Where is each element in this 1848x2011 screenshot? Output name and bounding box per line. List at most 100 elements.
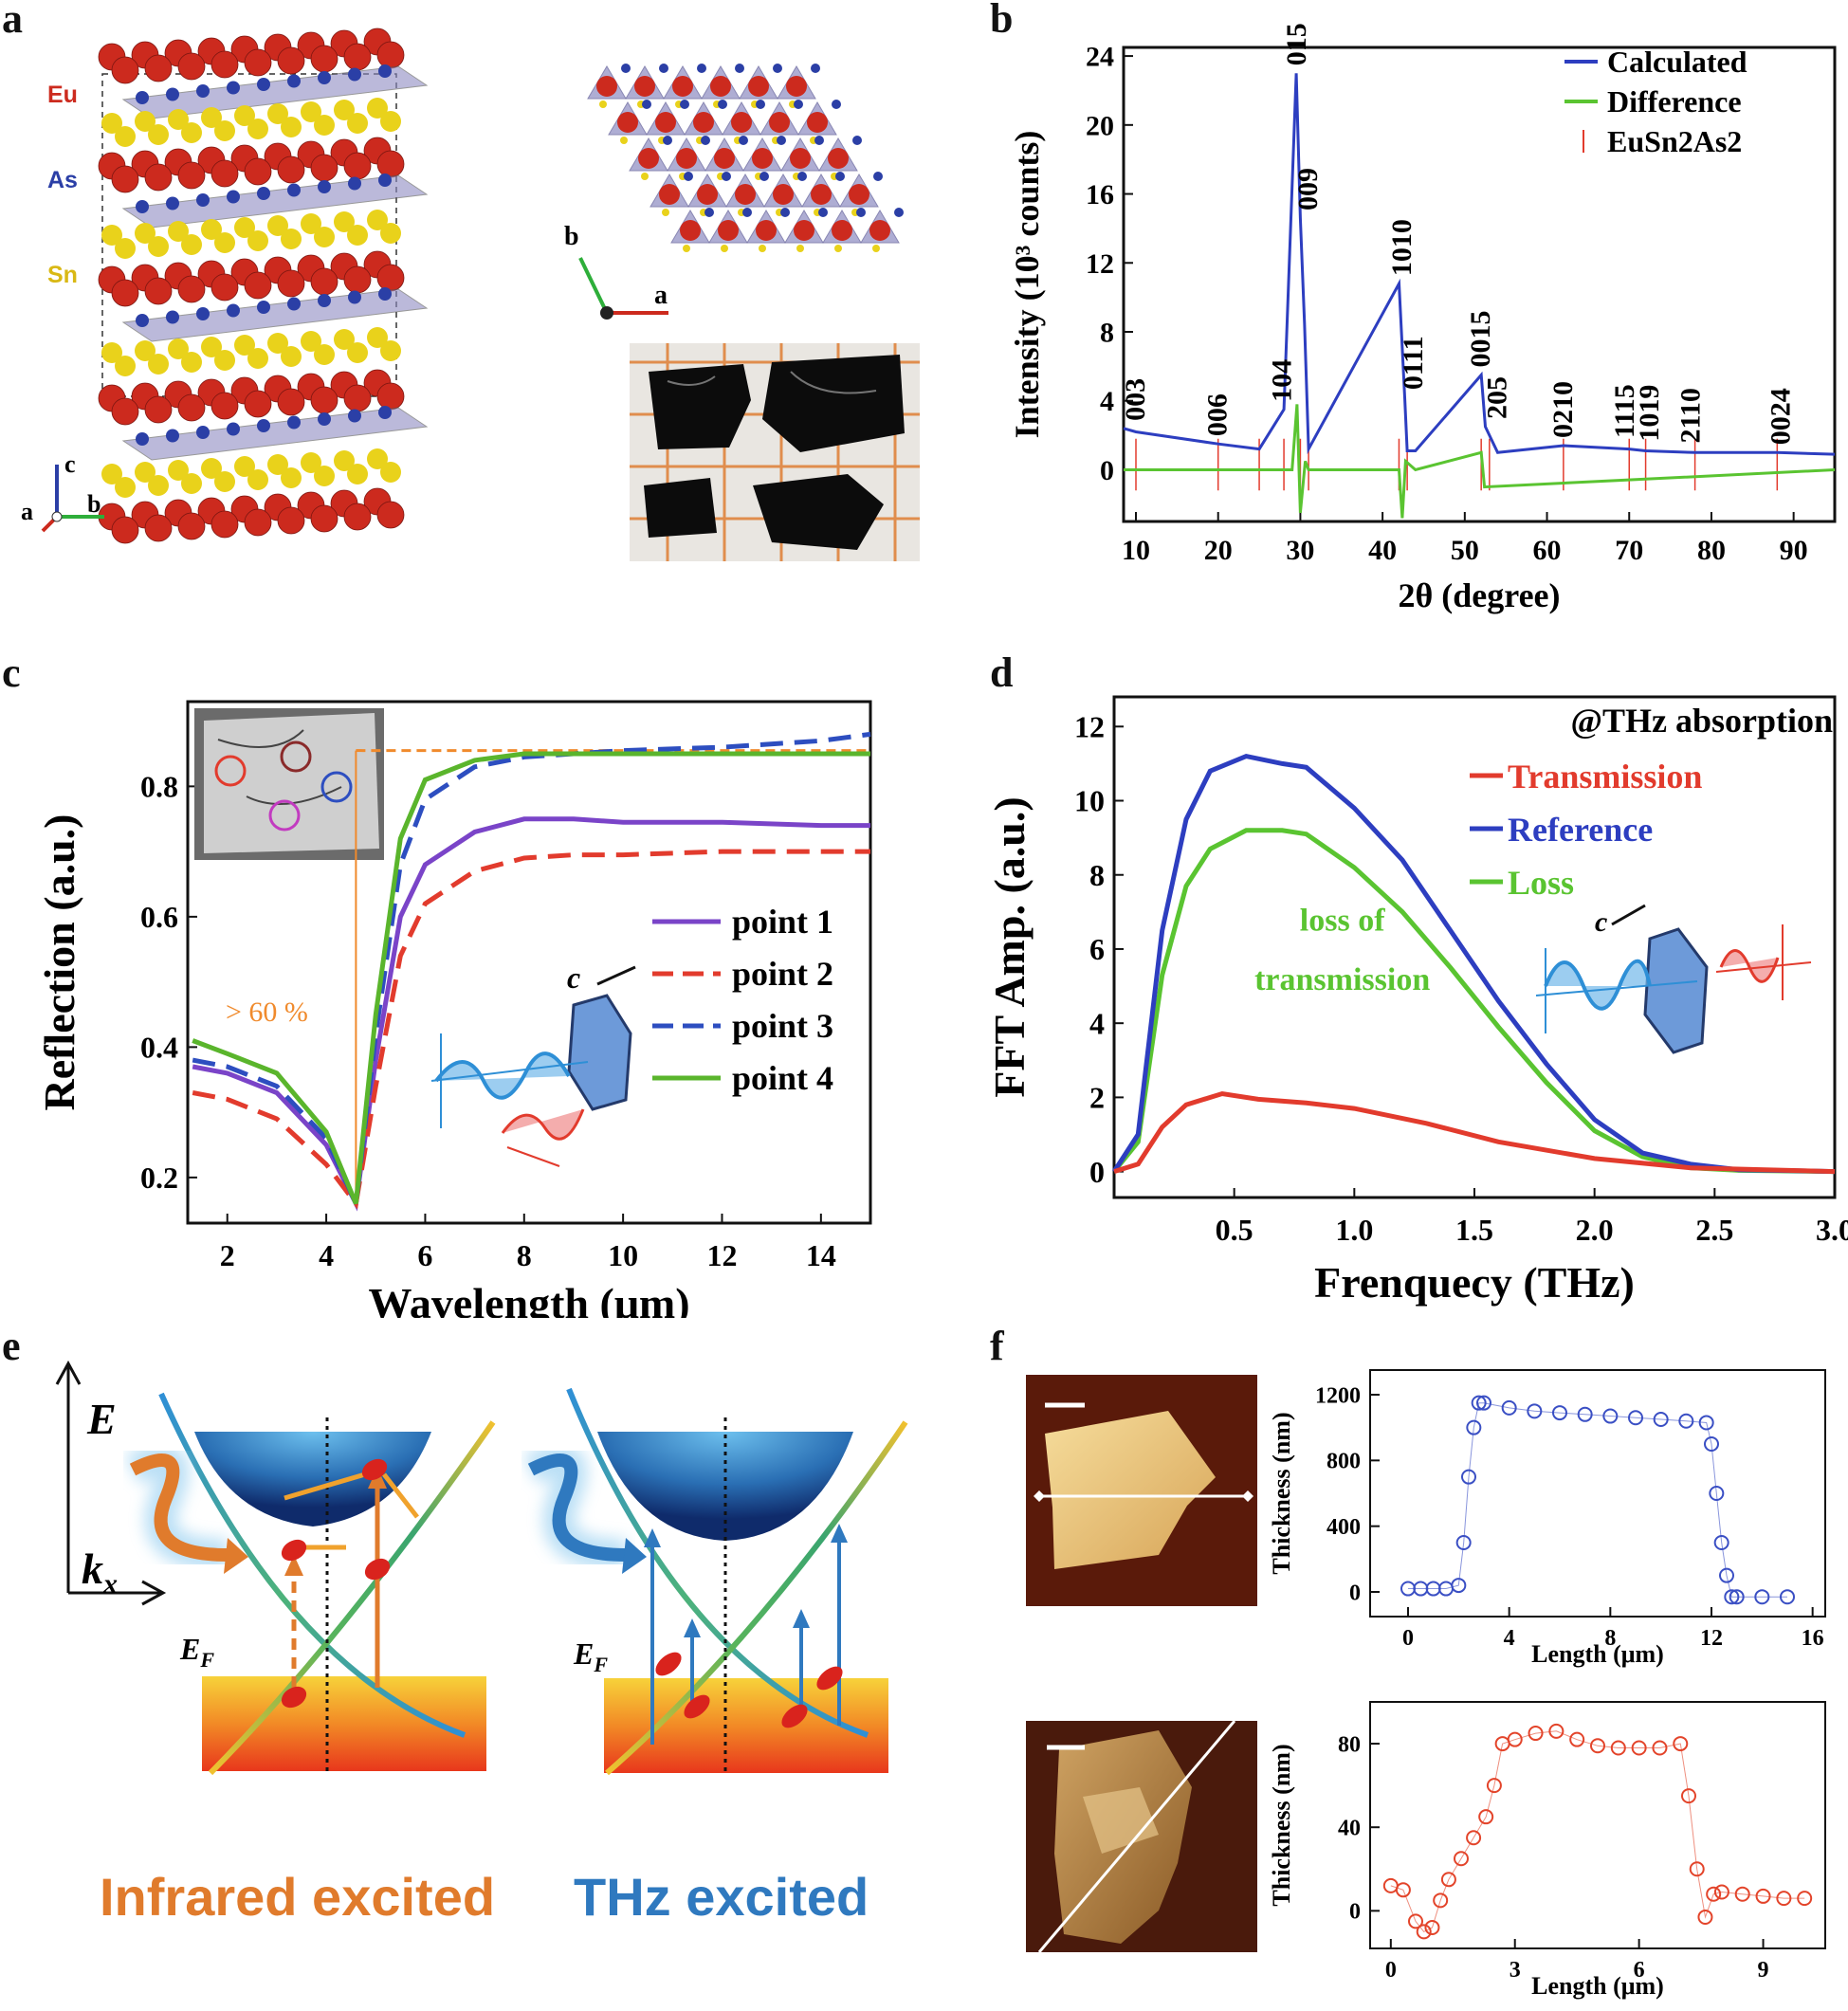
thickness-profile-1-point bbox=[1602, 1408, 1619, 1424]
sn-atom bbox=[367, 327, 388, 348]
thickness-profile-2-point bbox=[1466, 1830, 1482, 1846]
panel-d: d 0.5 1.0 1.5 2.0 2.5 3.0 0 2 4 6 8 10 12 Frenquecy (… bbox=[977, 649, 1848, 1318]
eu-atom bbox=[111, 516, 139, 544]
as-atom bbox=[257, 78, 270, 91]
eu-atom bbox=[111, 279, 139, 307]
thickness-profile-1-point bbox=[1476, 1395, 1491, 1411]
sn-atom bbox=[234, 217, 255, 238]
x-axis-label: Length (μm) bbox=[1531, 1640, 1664, 1668]
eu-atom bbox=[714, 148, 735, 169]
transmitted-wave bbox=[1719, 949, 1780, 983]
eu-atom bbox=[244, 508, 272, 537]
peak-label: 015 bbox=[1281, 23, 1312, 65]
eu-atom bbox=[177, 393, 206, 422]
y-axis-label: FFT Amp. (a.u.) bbox=[985, 796, 1034, 1097]
eu-atom bbox=[693, 112, 714, 133]
legend-label: Transmission bbox=[1508, 758, 1702, 795]
thickness-profile-2-point bbox=[1507, 1731, 1523, 1747]
sn-atom bbox=[115, 477, 136, 498]
incident-wave bbox=[434, 1051, 571, 1100]
thickness-profile-2-point bbox=[1528, 1726, 1544, 1742]
peak-label: 0015 bbox=[1465, 310, 1496, 367]
y-tick-label: 4 bbox=[1089, 1006, 1105, 1040]
thickness-profile-1-point bbox=[1577, 1406, 1593, 1422]
as-atom bbox=[166, 429, 179, 443]
electrons-right bbox=[655, 1652, 843, 1728]
axis-origin bbox=[600, 306, 613, 320]
axis-label: a bbox=[21, 498, 33, 525]
y-tick-label: 400 bbox=[1327, 1515, 1361, 1540]
caption-infrared: Infrared excited bbox=[100, 1867, 495, 1927]
as-atom bbox=[811, 64, 820, 73]
sn-atom bbox=[115, 126, 136, 147]
eu-atom bbox=[343, 152, 372, 180]
eu-atom bbox=[144, 54, 173, 82]
sn-atom bbox=[334, 450, 355, 471]
peak-label: 006 bbox=[1202, 393, 1234, 436]
afm-image-1 bbox=[1026, 1375, 1257, 1606]
panel-label: f bbox=[990, 1323, 1004, 1369]
sn-atom bbox=[314, 466, 335, 486]
thickness-profile-2-point bbox=[1416, 1924, 1432, 1940]
eu-atom bbox=[111, 165, 139, 193]
legend-label: EuSn2As2 bbox=[1607, 124, 1742, 158]
axis-label: b bbox=[564, 222, 579, 251]
legend-label: point 3 bbox=[732, 1007, 833, 1045]
x-tick-label: 9 bbox=[1758, 1958, 1769, 1983]
eu-atom bbox=[144, 395, 173, 424]
dirac-band-3 bbox=[566, 1387, 869, 1738]
y-tick-label: 16 bbox=[1086, 179, 1114, 210]
as-atom bbox=[735, 64, 744, 73]
eu-atom bbox=[828, 148, 849, 169]
caption-thz: THz excited bbox=[574, 1867, 869, 1927]
eu-atom bbox=[310, 386, 338, 414]
thickness-profile-2-point bbox=[1569, 1731, 1585, 1747]
sn-atom bbox=[367, 210, 388, 230]
x-tick-label: 10 bbox=[1122, 535, 1150, 566]
as-atom bbox=[835, 172, 845, 181]
as-atom bbox=[136, 91, 149, 104]
y-tick-label: 0.4 bbox=[140, 1031, 178, 1065]
sn-atom bbox=[380, 223, 401, 244]
x-tick-label: 6 bbox=[1634, 1958, 1645, 1983]
legend-label: Loss bbox=[1508, 864, 1574, 902]
sn-atom bbox=[247, 348, 268, 369]
eu-atom bbox=[210, 50, 239, 79]
thickness-profile-2-point bbox=[1797, 1891, 1813, 1907]
eu-atom bbox=[144, 277, 173, 305]
as-atom bbox=[680, 100, 689, 109]
eu-atom bbox=[244, 390, 272, 418]
x-tick-label: 90 bbox=[1780, 535, 1808, 566]
as-atom bbox=[378, 287, 392, 301]
as-atom bbox=[701, 136, 710, 145]
peak-label: 1115 bbox=[1609, 384, 1640, 438]
eu-atom bbox=[832, 220, 852, 241]
y-tick-label: 0 bbox=[1349, 1581, 1361, 1605]
eu-atom bbox=[177, 52, 206, 81]
thickness-profile-2-point bbox=[1408, 1913, 1423, 1929]
as-atom bbox=[832, 100, 841, 109]
panel-f: f 0 4 8 12 16 0 400 800 1200 Length (μm) Thickness… bbox=[977, 1323, 1848, 2011]
eu-atom bbox=[659, 184, 680, 205]
as-atom bbox=[257, 301, 270, 314]
thickness-profile-2-point bbox=[1631, 1740, 1647, 1756]
series-Reference bbox=[1111, 753, 1836, 1175]
x-tick-label: 0 bbox=[1402, 1626, 1414, 1651]
measurement-point-marker bbox=[280, 740, 312, 773]
y-tick-label: 0 bbox=[1089, 1155, 1105, 1189]
eu-atom bbox=[310, 504, 338, 533]
y-tick-label: 20 bbox=[1086, 110, 1114, 141]
eu-atom bbox=[343, 384, 372, 412]
y-axis-label: Thickness (nm) bbox=[1271, 1412, 1295, 1574]
loss-annotation: transmission bbox=[1254, 962, 1430, 997]
x-tick-label: 20 bbox=[1204, 535, 1233, 566]
as-atom bbox=[856, 208, 866, 217]
as-atom bbox=[318, 412, 331, 426]
legend-label: point 4 bbox=[732, 1059, 833, 1097]
as-atom bbox=[348, 409, 361, 423]
as-atom bbox=[287, 183, 301, 197]
thickness-profile-1-point bbox=[1729, 1589, 1745, 1605]
eu-atom bbox=[655, 112, 676, 133]
y-tick-label: 0.6 bbox=[140, 900, 178, 934]
eu-atom bbox=[310, 267, 338, 296]
